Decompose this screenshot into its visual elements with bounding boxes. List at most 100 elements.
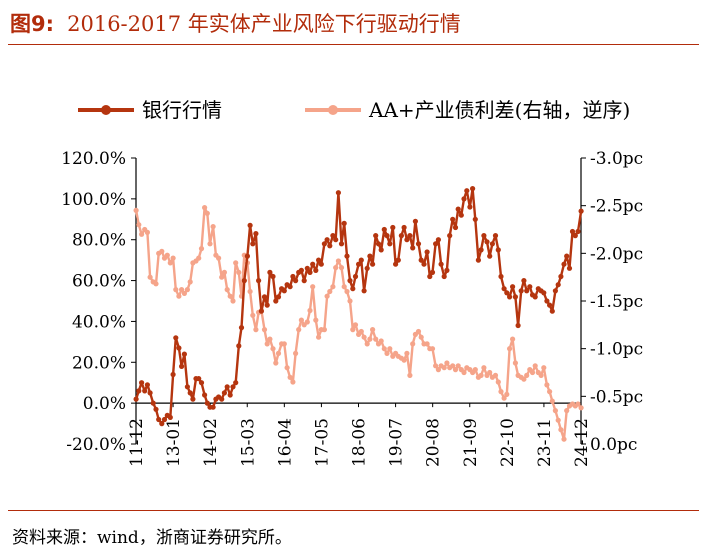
- x-tick-label: 17-05: [312, 418, 332, 467]
- bank-point: [236, 343, 242, 349]
- bank-point: [501, 286, 507, 292]
- y-right-tick-label: -3.0pc: [590, 149, 643, 169]
- figure-title: 图9: 2016-2017 年实体产业风险下行驱动行情: [10, 8, 697, 42]
- bank-point: [238, 325, 245, 331]
- spread-point: [267, 336, 273, 342]
- bank-point: [427, 273, 433, 280]
- spread-point: [487, 369, 493, 376]
- bank-point: [256, 278, 262, 284]
- bank-point: [298, 267, 304, 273]
- spread-point: [495, 379, 501, 385]
- spread-point: [541, 365, 547, 371]
- bank-point: [421, 261, 427, 267]
- bank-point: [470, 186, 476, 192]
- bank-point: [407, 233, 413, 239]
- bank-point: [410, 245, 416, 251]
- spread-point: [139, 231, 145, 237]
- spread-point: [330, 284, 336, 290]
- bank-point: [370, 261, 376, 267]
- spread-point: [407, 372, 413, 378]
- spread-point: [507, 346, 513, 352]
- bank-point: [569, 228, 576, 235]
- bank-point: [270, 273, 276, 280]
- spread-point: [384, 350, 390, 356]
- bank-point: [515, 322, 521, 329]
- y-left-tick-label: 20.0%: [72, 353, 126, 373]
- spread-point: [552, 408, 559, 414]
- spread-point: [219, 274, 225, 280]
- bank-point: [564, 253, 570, 259]
- bank-point: [139, 380, 145, 386]
- bank-point: [367, 253, 373, 259]
- bank-point: [518, 288, 524, 294]
- bank-point: [552, 288, 559, 294]
- spread-point: [293, 350, 299, 356]
- bank-point: [147, 390, 153, 396]
- spread-point: [361, 334, 367, 340]
- bank-point: [304, 265, 310, 271]
- x-tick-label: 15-03: [238, 418, 258, 467]
- bank-point: [142, 388, 148, 394]
- spread-point: [441, 365, 447, 371]
- bank-point: [401, 224, 407, 231]
- spread-point: [350, 327, 356, 333]
- bank-point: [390, 224, 396, 231]
- bank-point: [489, 241, 495, 247]
- spread-point: [164, 252, 170, 258]
- bank-point: [161, 416, 168, 423]
- spread-point: [230, 298, 236, 304]
- spread-point: [455, 363, 461, 369]
- bank-point: [233, 380, 239, 386]
- bank-point: [202, 392, 208, 398]
- spread-point: [424, 341, 430, 347]
- bank-point: [244, 253, 250, 259]
- bank-point: [333, 237, 339, 243]
- figure-title-text: 2016-2017 年实体产业风险下行驱动行情: [67, 12, 461, 36]
- spread-point: [404, 350, 410, 356]
- bank-point: [441, 273, 447, 280]
- spread-point: [270, 346, 276, 352]
- spread-point: [273, 360, 279, 366]
- spread-point: [415, 328, 422, 335]
- bank-point: [224, 384, 230, 390]
- bank-point: [387, 241, 393, 247]
- spread-point: [167, 260, 173, 266]
- x-tick-label: 13-01: [164, 418, 184, 467]
- spread-point: [187, 279, 193, 285]
- spread-point: [147, 274, 153, 280]
- bank-point: [281, 288, 287, 294]
- y-left-tick-label: 80.0%: [72, 231, 126, 251]
- bank-point: [384, 233, 390, 239]
- spread-point: [561, 436, 567, 442]
- spread-point: [472, 367, 478, 373]
- spread-point: [253, 327, 259, 333]
- spread-point: [352, 322, 359, 328]
- bank-point: [316, 257, 322, 263]
- bank-point: [310, 261, 316, 267]
- bank-point: [395, 257, 401, 263]
- spread-point: [555, 417, 561, 423]
- bank-point: [344, 253, 350, 259]
- bank-point: [398, 233, 404, 239]
- bank-point: [393, 261, 399, 267]
- bank-point: [133, 396, 139, 402]
- legend-label-1: 银行行情: [142, 98, 222, 122]
- bank-point: [364, 265, 370, 271]
- bank-point: [181, 351, 187, 357]
- bank-point: [247, 222, 253, 228]
- bank-point: [150, 400, 156, 406]
- spread-point: [452, 367, 459, 373]
- bank-point: [273, 298, 279, 304]
- spread-point: [512, 360, 519, 366]
- spread-point: [549, 398, 555, 404]
- bank-point: [253, 231, 259, 237]
- spread-point: [333, 265, 339, 271]
- bank-point: [318, 261, 324, 267]
- spread-point: [173, 287, 179, 293]
- bank-point: [330, 233, 336, 239]
- bank-point: [187, 390, 193, 396]
- bank-point: [335, 190, 341, 196]
- spread-point: [133, 207, 139, 213]
- bank-point: [458, 212, 464, 218]
- spread-point: [433, 363, 439, 369]
